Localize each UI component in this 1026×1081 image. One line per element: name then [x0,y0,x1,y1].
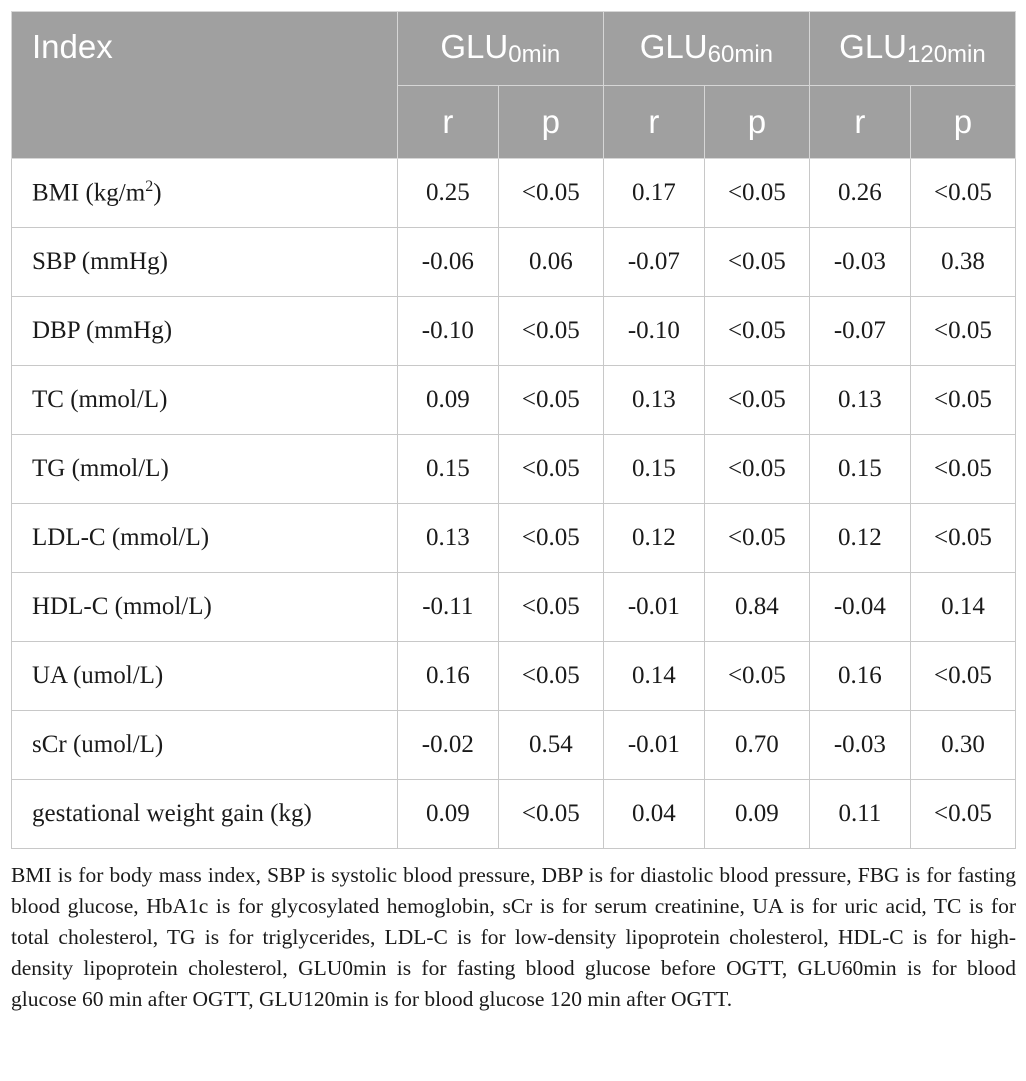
p-value-cell: <0.05 [909,158,1017,228]
table-body: BMI (kg/m2) 0.25 <0.05 0.17 <0.05 0.26 <0.05 SB… [11,158,1017,849]
p-value-cell: <0.05 [497,365,604,435]
p-value-cell: 0.84 [703,572,810,642]
r-value-cell: 0.09 [396,779,499,849]
r-value-cell: -0.11 [396,572,499,642]
p-value-cell: <0.05 [909,434,1017,504]
p-value-cell: <0.05 [909,503,1017,573]
table-row: TC (mmol/L) 0.09 <0.05 0.13 <0.05 0.13 <0.05 [11,365,1017,435]
r-value-cell: -0.03 [808,710,911,780]
r-value-cell: 0.15 [396,434,499,504]
subheader-r: r [808,85,911,159]
correlation-table: Index GLU0min GLU60min GLU120min r p r p… [11,11,1017,849]
r-value-cell: 0.12 [808,503,911,573]
subheader-p: p [909,85,1017,159]
table-row: gestational weight gain (kg) 0.09 <0.05 0.0… [11,779,1017,849]
r-value-cell: 0.13 [396,503,499,573]
p-value-cell: <0.05 [497,641,604,711]
r-value-cell: 0.16 [396,641,499,711]
group-header-glu120min: GLU120min [808,11,1017,86]
r-value-cell: 0.14 [602,641,705,711]
table-header: Index GLU0min GLU60min GLU120min r p r p… [11,11,1017,159]
r-value-cell: 0.13 [808,365,911,435]
r-value-cell: -0.07 [602,227,705,297]
r-value-cell: 0.17 [602,158,705,228]
r-value-cell: -0.03 [808,227,911,297]
p-value-cell: <0.05 [497,296,604,366]
row-label: SBP (mmHg) [11,227,398,297]
r-value-cell: -0.02 [396,710,499,780]
subheader-p: p [703,85,810,159]
p-value-cell: 0.70 [703,710,810,780]
p-value-cell: 0.30 [909,710,1017,780]
p-value-cell: <0.05 [909,296,1017,366]
p-value-cell: <0.05 [703,296,810,366]
p-value-cell: <0.05 [703,365,810,435]
r-value-cell: -0.01 [602,572,705,642]
row-label: TG (mmol/L) [11,434,398,504]
r-value-cell: 0.25 [396,158,499,228]
r-value-cell: -0.04 [808,572,911,642]
row-label: LDL-C (mmol/L) [11,503,398,573]
p-value-cell: <0.05 [909,365,1017,435]
table-row: BMI (kg/m2) 0.25 <0.05 0.17 <0.05 0.26 <0.05 [11,158,1017,228]
table-row: DBP (mmHg) -0.10 <0.05 -0.10 <0.05 -0.07 <0.05 [11,296,1017,366]
p-value-cell: <0.05 [497,503,604,573]
row-label: sCr (umol/L) [11,710,398,780]
r-value-cell: -0.07 [808,296,911,366]
p-value-cell: 0.06 [497,227,604,297]
r-value-cell: -0.06 [396,227,499,297]
row-label: TC (mmol/L) [11,365,398,435]
p-value-cell: <0.05 [909,641,1017,711]
p-value-cell: <0.05 [703,227,810,297]
p-value-cell: <0.05 [909,779,1017,849]
p-value-cell: 0.38 [909,227,1017,297]
p-value-cell: <0.05 [703,158,810,228]
table-footnote: BMI is for body mass index, SBP is systo… [11,863,1016,1011]
row-label: DBP (mmHg) [11,296,398,366]
p-value-cell: <0.05 [497,158,604,228]
p-value-cell: 0.14 [909,572,1017,642]
table-row: HDL-C (mmol/L) -0.11 <0.05 -0.01 0.84 -0.04 0.… [11,572,1017,642]
r-value-cell: 0.26 [808,158,911,228]
r-value-cell: -0.10 [396,296,499,366]
table-row: sCr (umol/L) -0.02 0.54 -0.01 0.70 -0.03 0.30 [11,710,1017,780]
p-value-cell: <0.05 [497,572,604,642]
table-row: SBP (mmHg) -0.06 0.06 -0.07 <0.05 -0.03 0.38 [11,227,1017,297]
index-column-header: Index [11,11,398,159]
group-header-glu60min: GLU60min [602,11,810,86]
row-label: BMI (kg/m2) [11,158,398,228]
r-value-cell: -0.01 [602,710,705,780]
subheader-r: r [396,85,499,159]
table-row: LDL-C (mmol/L) 0.13 <0.05 0.12 <0.05 0.12 <0.0… [11,503,1017,573]
r-value-cell: 0.13 [602,365,705,435]
r-value-cell: 0.04 [602,779,705,849]
p-value-cell: <0.05 [497,434,604,504]
r-value-cell: 0.16 [808,641,911,711]
subheader-p: p [497,85,604,159]
p-value-cell: 0.09 [703,779,810,849]
p-value-cell: <0.05 [497,779,604,849]
r-value-cell: 0.09 [396,365,499,435]
r-value-cell: 0.15 [808,434,911,504]
r-value-cell: -0.10 [602,296,705,366]
r-value-cell: 0.12 [602,503,705,573]
p-value-cell: <0.05 [703,434,810,504]
row-label: UA (umol/L) [11,641,398,711]
table-row: UA (umol/L) 0.16 <0.05 0.14 <0.05 0.16 <0.05 [11,641,1017,711]
p-value-cell: <0.05 [703,641,810,711]
subheader-r: r [602,85,705,159]
row-label: HDL-C (mmol/L) [11,572,398,642]
row-label: gestational weight gain (kg) [11,779,398,849]
r-value-cell: 0.11 [808,779,911,849]
table-row: TG (mmol/L) 0.15 <0.05 0.15 <0.05 0.15 <0.05 [11,434,1017,504]
r-value-cell: 0.15 [602,434,705,504]
p-value-cell: 0.54 [497,710,604,780]
p-value-cell: <0.05 [703,503,810,573]
group-header-glu0min: GLU0min [396,11,604,86]
